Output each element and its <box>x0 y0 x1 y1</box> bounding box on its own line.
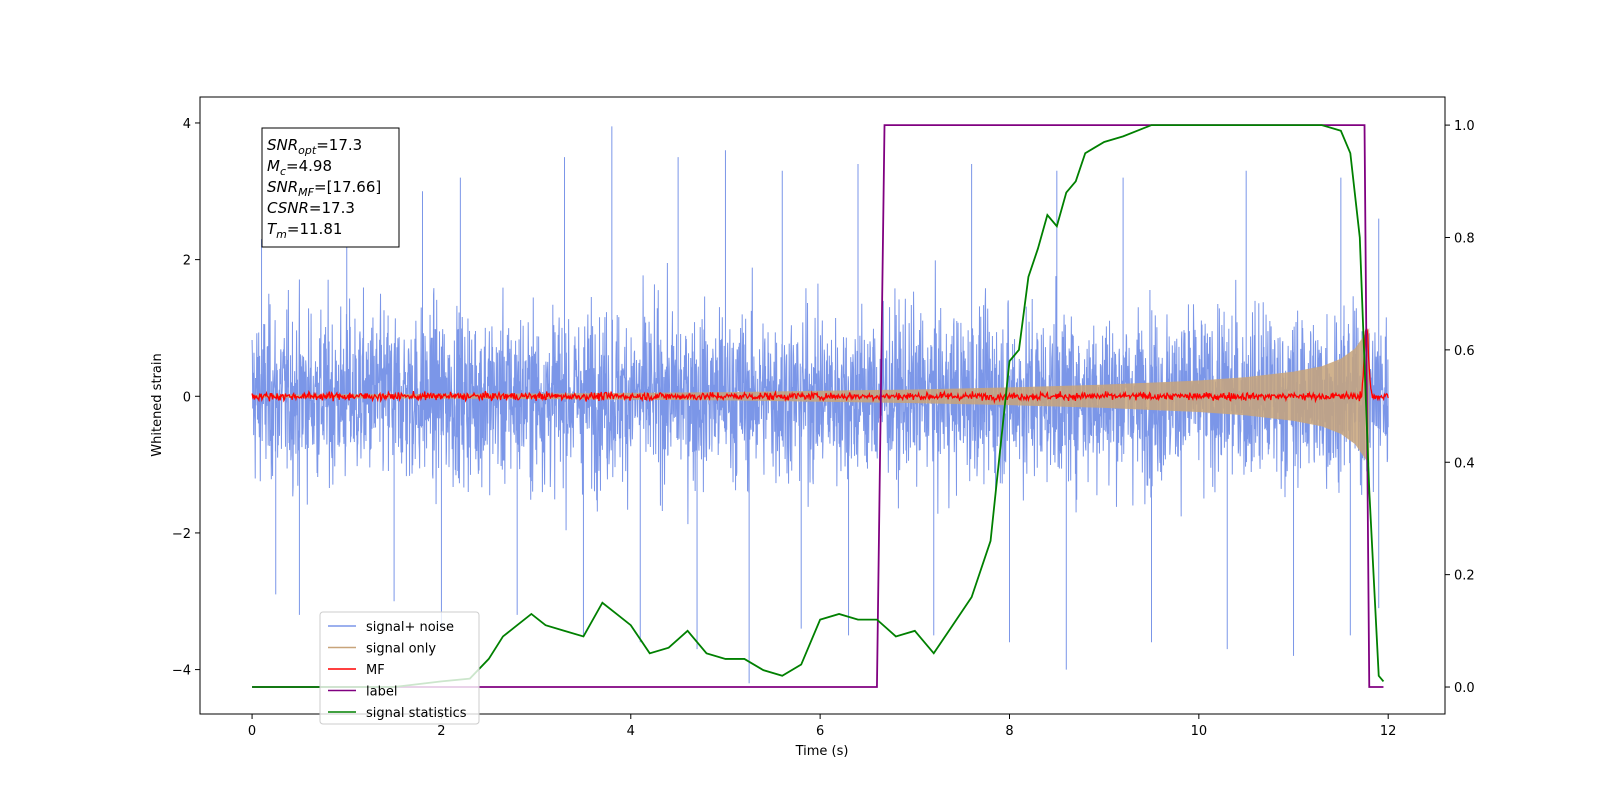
legend: signal+ noise signal only MF label signal st… <box>320 612 479 724</box>
y-tick-label: −4 <box>172 664 191 679</box>
annotation-line: Mc=4.98 <box>267 157 332 178</box>
x-tick-label: 0 <box>248 724 256 739</box>
y-tick-label: 0 <box>183 390 191 405</box>
annotation-box: SNRopt=17.3Mc=4.98SNRMF=[17.66]CSNR=17.3… <box>262 128 399 247</box>
legend-label: signal only <box>366 642 436 657</box>
legend-label: signal statistics <box>366 706 467 721</box>
legend-label: MF <box>366 663 385 678</box>
y2-tick-label: 0.0 <box>1454 681 1475 696</box>
legend-label: label <box>366 685 397 700</box>
legend-label: signal+ noise <box>366 620 454 635</box>
y-axis-label: Whitened strain <box>150 353 165 456</box>
x-tick-label: 4 <box>627 724 635 739</box>
y-tick-label: −2 <box>172 527 191 542</box>
x-tick-label: 8 <box>1005 724 1013 739</box>
y2-tick-label: 0.6 <box>1454 344 1475 359</box>
y2-tick-label: 0.2 <box>1454 569 1475 584</box>
x-tick-label: 12 <box>1380 724 1397 739</box>
x-tick-label: 6 <box>816 724 824 739</box>
y2-tick-label: 0.4 <box>1454 456 1475 471</box>
y2-tick-label: 0.8 <box>1454 231 1475 246</box>
x-tick-label: 10 <box>1191 724 1208 739</box>
y-tick-label: 4 <box>183 117 191 132</box>
x-axis-label: Time (s) <box>795 744 849 759</box>
annotation-line: SNRMF=[17.66] <box>267 178 381 199</box>
y-tick-label: 2 <box>183 254 191 269</box>
x-tick-label: 2 <box>437 724 445 739</box>
y2-tick-label: 1.0 <box>1454 119 1475 134</box>
annotation-line: CSNR=17.3 <box>267 199 355 217</box>
